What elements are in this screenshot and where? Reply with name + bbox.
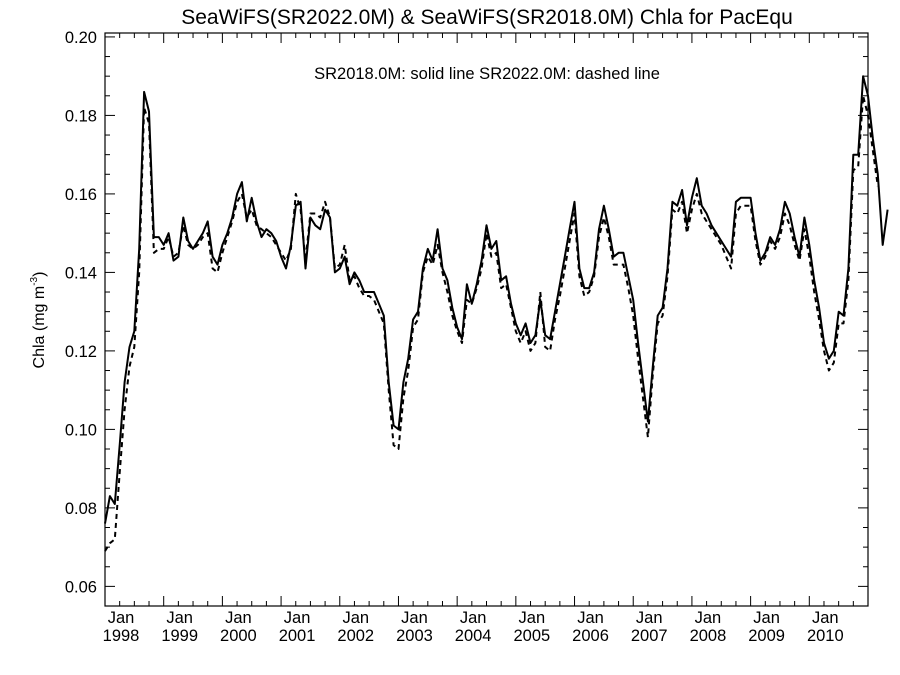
series-line-dashed bbox=[104, 94, 879, 552]
x-tick-year: 2007 bbox=[631, 627, 668, 645]
plot-frame bbox=[104, 32, 869, 607]
y-tick-label: 0.18 bbox=[65, 107, 97, 125]
x-tick-year: 2001 bbox=[279, 627, 316, 645]
y-tick-label: 0.10 bbox=[65, 421, 97, 439]
x-tick-year: 2000 bbox=[220, 627, 257, 645]
x-tick-month: Jan bbox=[401, 609, 428, 627]
x-tick-month: Jan bbox=[519, 609, 546, 627]
plot-axes bbox=[104, 32, 869, 607]
y-axis-label: Chla (mg m-3) bbox=[29, 272, 48, 369]
series-layer bbox=[104, 75, 889, 552]
x-tick-month: Jan bbox=[753, 609, 780, 627]
x-tick-year: 2003 bbox=[396, 627, 433, 645]
y-tick-label: 0.16 bbox=[65, 186, 97, 204]
x-tick-month: Jan bbox=[342, 609, 369, 627]
x-tick-year: 2004 bbox=[455, 627, 492, 645]
x-tick-month: Jan bbox=[166, 609, 193, 627]
y-tick-label: 0.08 bbox=[65, 500, 97, 518]
x-tick-year: 2006 bbox=[572, 627, 609, 645]
x-tick-month: Jan bbox=[284, 609, 311, 627]
y-axis-label-main: Chla (mg m bbox=[31, 286, 48, 369]
y-tick-label: 0.20 bbox=[65, 29, 97, 47]
y-tick-label: 0.12 bbox=[65, 343, 97, 361]
x-tick-month: Jan bbox=[108, 609, 135, 627]
y-tick-label: 0.06 bbox=[65, 578, 97, 596]
x-tick-month: Jan bbox=[225, 609, 252, 627]
x-tick-year: 2010 bbox=[807, 627, 844, 645]
x-tick-year: 2008 bbox=[690, 627, 727, 645]
line-style-annotation: SR2018.0M: solid line SR2022.0M: dashed … bbox=[314, 65, 660, 83]
x-tick-month: Jan bbox=[695, 609, 722, 627]
series-line-solid bbox=[104, 75, 889, 524]
x-tick-month: Jan bbox=[577, 609, 604, 627]
x-tick-month: Jan bbox=[812, 609, 839, 627]
x-tick-year: 2002 bbox=[337, 627, 374, 645]
x-tick-year: 1998 bbox=[103, 627, 140, 645]
x-tick-year: 2009 bbox=[748, 627, 785, 645]
y-axis-label-close: ) bbox=[31, 272, 48, 277]
x-tick-month: Jan bbox=[636, 609, 663, 627]
x-tick-month: Jan bbox=[460, 609, 487, 627]
x-tick-year: 1999 bbox=[161, 627, 198, 645]
y-axis-label-superscript: -3 bbox=[29, 276, 40, 285]
y-tick-label: 0.14 bbox=[65, 264, 97, 282]
axis-ticks: 0.060.080.100.120.140.160.180.20Jan1998J… bbox=[65, 29, 868, 645]
chart-title: SeaWiFS(SR2022.0M) & SeaWiFS(SR2018.0M) … bbox=[181, 6, 793, 29]
x-tick-year: 2005 bbox=[513, 627, 550, 645]
